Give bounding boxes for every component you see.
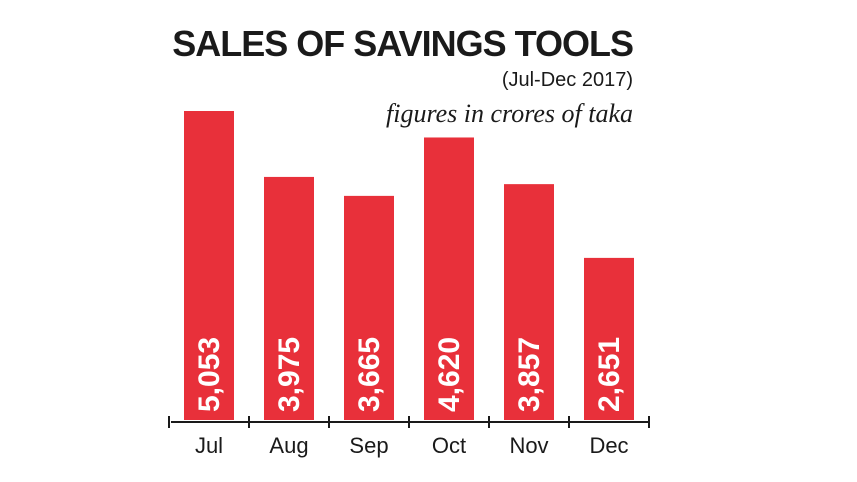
- bar-value-label: 5,053: [193, 337, 226, 412]
- bar-value-label: 3,857: [513, 337, 546, 412]
- x-tick-label: Dec: [589, 433, 628, 458]
- bar-oct: [424, 137, 474, 420]
- x-tick-label: Jul: [195, 433, 223, 458]
- bar-value-label: 2,651: [593, 337, 626, 412]
- bar-dec: [584, 257, 634, 420]
- bar-value-label: 3,975: [273, 337, 306, 412]
- chart-subtitle: (Jul-Dec 2017): [502, 69, 633, 91]
- bars-group: 5,053 3,975 3,665 4,620 3,857 2,651: [184, 111, 634, 420]
- bar-value-label: 3,665: [353, 337, 386, 412]
- x-tick-label: Oct: [432, 433, 466, 458]
- x-tick-label: Sep: [349, 433, 388, 458]
- bar-aug: [264, 176, 314, 420]
- x-tick-label: Nov: [509, 433, 548, 458]
- unit-note: figures in crores of taka: [386, 99, 633, 128]
- x-tick-label: Aug: [269, 433, 308, 458]
- bar-jul: [184, 111, 234, 420]
- bar-value-label: 4,620: [433, 337, 466, 412]
- bar-nov: [504, 184, 554, 420]
- x-axis: Jul Aug Sep Oct Nov Dec: [168, 416, 650, 458]
- bar-sep: [344, 195, 394, 420]
- chart-title: SALES OF SAVINGS TOOLS: [172, 23, 633, 64]
